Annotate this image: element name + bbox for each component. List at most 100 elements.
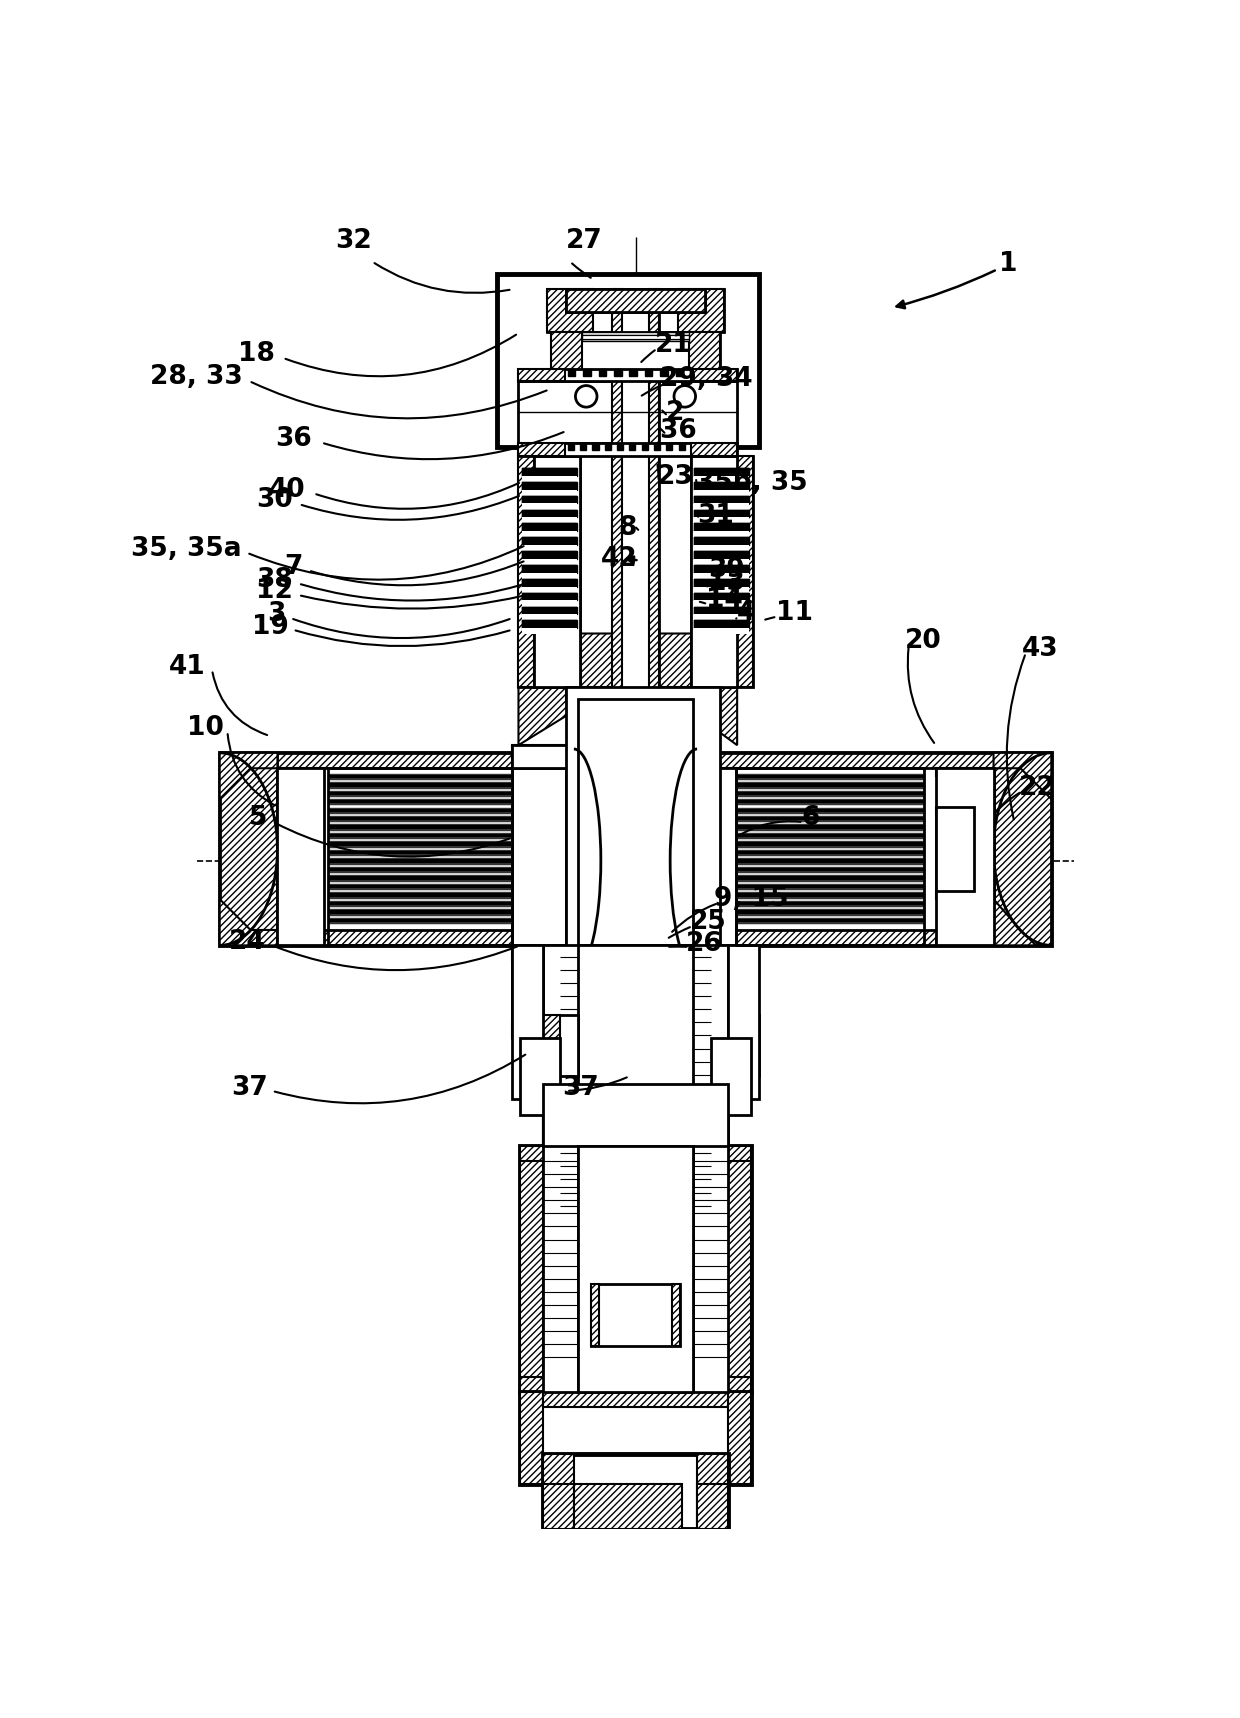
Polygon shape [518,634,613,746]
Text: 29, 34: 29, 34 [660,366,753,392]
Bar [735,807,924,813]
Bar [735,833,924,838]
Bar [590,1283,681,1345]
Polygon shape [658,746,704,768]
Bar [694,620,749,629]
Polygon shape [543,1484,574,1529]
Bar [735,868,924,873]
Polygon shape [936,807,975,814]
Bar [735,807,924,813]
Bar [522,510,577,517]
Bar [327,909,512,914]
Bar [327,782,512,787]
Bar [735,816,924,821]
Bar [522,593,577,600]
Bar [735,892,924,897]
Bar [735,825,924,830]
Text: 42: 42 [600,546,637,572]
Polygon shape [658,687,704,699]
Bar [689,332,720,369]
Bar [694,481,749,490]
Bar [735,768,924,945]
Bar [614,369,621,376]
Polygon shape [682,273,737,289]
Bar [694,579,749,586]
Bar [691,457,753,687]
Bar [522,579,577,586]
Bar [650,289,658,861]
Bar [735,917,924,923]
Text: 6: 6 [801,806,820,832]
Bar [522,600,577,606]
Bar [518,381,737,443]
Bar [522,593,577,600]
Bar [327,842,512,847]
Bar [694,481,749,490]
Text: 28, 33: 28, 33 [150,364,243,390]
Bar [694,629,749,634]
Text: 11: 11 [776,600,812,625]
Bar [522,565,577,572]
Polygon shape [219,752,278,799]
Polygon shape [219,899,278,945]
Bar [567,687,720,950]
Bar [512,945,543,1038]
Bar [578,699,693,945]
Bar [694,538,749,545]
Polygon shape [697,1484,728,1529]
Bar [327,874,512,881]
Polygon shape [658,634,737,746]
Bar [641,443,647,450]
Bar [675,752,1052,945]
Bar [735,900,924,905]
Text: 4: 4 [737,600,755,625]
Bar [735,874,924,881]
Bar [694,615,749,620]
Bar [694,593,749,600]
Text: 19: 19 [252,613,289,639]
Polygon shape [520,1376,751,1392]
Bar [694,538,749,545]
Bar [522,510,577,517]
Polygon shape [936,892,975,899]
Text: 36: 36 [275,426,312,452]
Polygon shape [278,938,324,945]
Circle shape [675,385,696,407]
Bar [735,917,924,923]
Text: 10: 10 [187,715,223,740]
Bar [735,833,924,838]
Polygon shape [711,1038,751,1050]
Bar [522,620,577,629]
Bar [522,545,577,551]
Text: 35, 35a: 35, 35a [130,536,242,562]
Bar [694,497,749,503]
Polygon shape [936,768,993,777]
Bar [520,1038,560,1115]
Text: 37: 37 [563,1075,599,1101]
Text: 31: 31 [697,503,734,529]
Bar [574,1484,682,1529]
Bar [676,369,683,376]
Polygon shape [543,1392,728,1407]
Bar [728,1015,759,1075]
Polygon shape [728,1392,751,1484]
Bar [694,510,749,517]
Polygon shape [543,945,560,1392]
Bar [547,289,724,332]
Text: 35b, 35: 35b, 35 [696,471,807,497]
Bar [522,551,577,558]
Polygon shape [993,752,1052,799]
Bar [658,746,704,768]
Bar [694,531,749,538]
Bar [327,825,512,830]
Bar [735,850,924,856]
Bar [522,481,577,490]
Bar [327,850,512,856]
Polygon shape [520,1146,543,1392]
Bar [522,503,577,510]
Circle shape [575,385,596,407]
Bar [735,868,924,873]
Bar [327,825,512,830]
Bar [694,593,749,600]
Bar [522,538,577,545]
